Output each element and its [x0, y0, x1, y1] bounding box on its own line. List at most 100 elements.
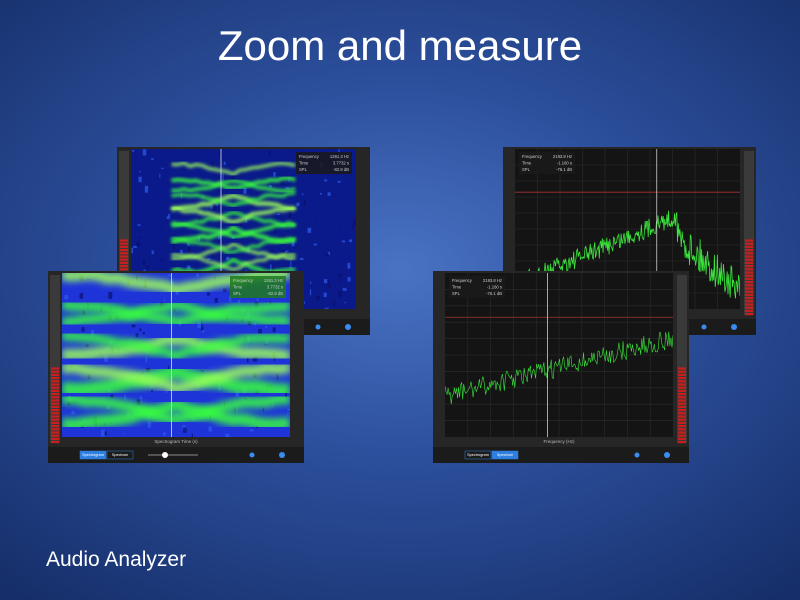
settings-button: [731, 324, 737, 330]
spectrogram-noise: [302, 193, 304, 196]
spectrogram-noise: [214, 297, 218, 303]
harmonic-band: [170, 205, 296, 225]
meter-segment: [678, 389, 686, 392]
level-meter: [744, 151, 754, 315]
meter-segment: [120, 242, 128, 245]
meter-segment: [51, 405, 59, 408]
readout-value: -82.8 dB: [267, 291, 283, 296]
readout-box: [449, 276, 505, 298]
spectrogram-noise: [237, 299, 241, 304]
app-screenshot: Frequency 2193.8 Hz Time -1.160 s SPL -76.1 d…: [433, 271, 689, 463]
meter-segment: [745, 274, 753, 277]
harmonic-band: [171, 236, 296, 254]
spectrogram-noise: [253, 357, 258, 362]
spectrogram-noise: [333, 300, 336, 307]
spectrogram-noise: [131, 324, 136, 328]
zoom-slider-knob: [162, 452, 168, 458]
meter-segment: [745, 303, 753, 306]
spectrogram-noise: [310, 281, 312, 285]
spectrogram-noise: [138, 237, 143, 239]
spectrogram-noise: [239, 219, 243, 226]
spectrogram-noise: [264, 344, 268, 346]
spectrogram-noise: [201, 330, 205, 333]
meter-segment: [51, 380, 59, 383]
harmonic-band: [171, 252, 296, 272]
spectrogram-noise: [160, 259, 165, 261]
spectrogram-noise: [136, 241, 140, 247]
spectrogram-noise: [139, 170, 141, 173]
meter-segment: [120, 261, 128, 264]
readout-value: -1.160 s: [557, 161, 572, 166]
meter-segment: [51, 421, 59, 424]
meter-segment: [678, 396, 686, 399]
spectrogram-noise: [166, 216, 170, 220]
settings-button: [279, 452, 285, 458]
spectrogram-noise: [137, 224, 141, 227]
harmonic-band: [62, 334, 290, 363]
meter-segment: [745, 309, 753, 312]
spectrogram-noise: [325, 279, 328, 284]
spectrogram-noise: [270, 249, 274, 253]
tab-label[interactable]: Spectrum: [112, 453, 128, 457]
spectrogram-noise: [159, 173, 161, 178]
spectrogram-noise: [85, 344, 89, 348]
play-button: [701, 324, 707, 330]
meter-segment: [678, 437, 686, 440]
tab-label[interactable]: Spectrogram: [82, 453, 104, 457]
spectrogram-noise: [262, 407, 265, 412]
play-button: [634, 452, 640, 458]
settings-button: [345, 324, 351, 330]
readout-value: 1261.3 Hz: [330, 154, 349, 159]
meter-segment: [745, 287, 753, 290]
meter-segment: [745, 258, 753, 261]
spectrogram-noise: [226, 256, 230, 261]
meter-segment: [678, 405, 686, 408]
meter-segment: [51, 386, 59, 389]
spectrogram-noise: [225, 433, 230, 437]
spectrogram-noise: [222, 288, 227, 292]
meter-segment: [678, 428, 686, 431]
spectrogram-noise: [182, 427, 187, 433]
meter-segment: [51, 412, 59, 415]
readout-label: Time: [452, 285, 462, 290]
spectrogram-noise: [213, 204, 217, 211]
meter-segment: [51, 370, 59, 373]
spectrogram-noise: [324, 307, 329, 309]
spectrogram-noise: [151, 158, 154, 161]
readout-box: [230, 276, 286, 298]
meter-segment: [51, 393, 59, 396]
spectrogram-noise: [161, 167, 164, 169]
play-button: [315, 324, 321, 330]
meter-segment: [745, 306, 753, 309]
spectrogram-noise: [186, 265, 191, 269]
meter-segment: [678, 409, 686, 412]
spectrogram-noise: [142, 149, 147, 156]
spectrogram-noise: [272, 327, 276, 332]
spectrogram-noise: [228, 295, 232, 302]
tab-label[interactable]: Spectrum: [497, 453, 513, 457]
spectrogram-noise: [285, 187, 290, 190]
spectrogram-noise: [247, 321, 252, 326]
spectrogram-noise: [167, 274, 172, 277]
meter-segment: [51, 377, 59, 380]
spectrogram-noise: [214, 202, 219, 206]
spectrogram-noise: [299, 257, 304, 261]
spectrogram-noise: [338, 273, 343, 278]
spectrogram-noise: [276, 213, 280, 216]
tab-label[interactable]: Spectrogram: [467, 453, 489, 457]
spectrogram-noise: [208, 426, 212, 432]
spectrogram-noise: [163, 299, 165, 302]
spectrogram-noise: [104, 355, 109, 362]
readout-label: SPL: [452, 291, 461, 296]
level-meter: [50, 275, 60, 443]
harmonic-band: [62, 397, 290, 432]
spectrogram-noise: [145, 265, 149, 269]
readout-value: 2193.8 Hz: [483, 278, 502, 283]
spectrogram-noise: [222, 173, 224, 181]
readout-label: Time: [233, 285, 243, 290]
tab-button: [106, 450, 134, 460]
spectrogram-noise: [339, 230, 341, 233]
spectrogram-noise: [268, 184, 272, 188]
readout-value: 1261.3 Hz: [264, 278, 283, 283]
